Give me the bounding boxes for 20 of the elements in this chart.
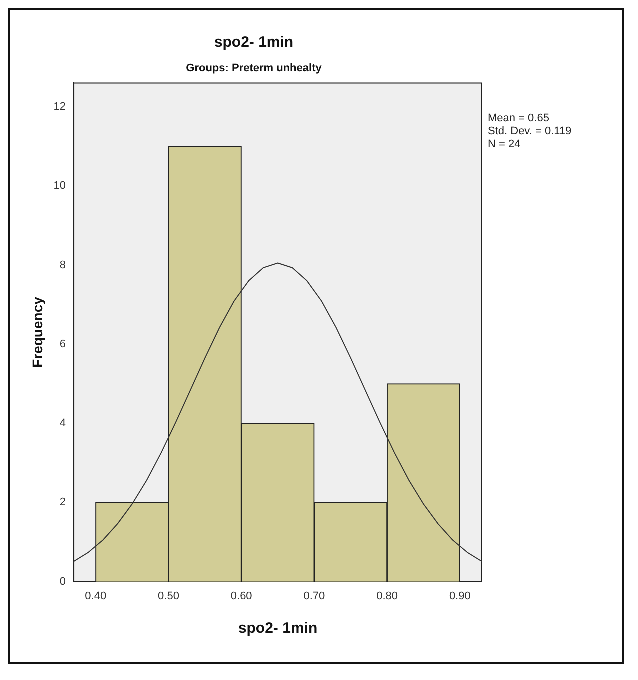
y-tick-label: 12 [54, 100, 66, 113]
x-tick-label: 0.60 [230, 590, 252, 602]
chart-title: spo2- 1min [214, 34, 294, 52]
x-tick-label: 0.40 [85, 590, 107, 602]
x-tick-label: 0.90 [449, 590, 471, 602]
y-tick-label: 10 [54, 180, 66, 192]
x-axis-title: spo2- 1min [238, 620, 318, 638]
y-tick-label: 4 [60, 418, 66, 430]
x-tick-label: 0.80 [376, 590, 398, 602]
y-tick-label: 0 [60, 576, 66, 588]
text: N = 24 [488, 138, 521, 151]
x-tick-label: 0.50 [158, 590, 180, 602]
y-axis-title: Frequency [29, 296, 46, 368]
x-tick-label: 0.70 [304, 590, 326, 602]
y-tick-label: 6 [60, 338, 66, 350]
text: Mean = 0.65 [488, 112, 550, 125]
y-tick-label: 8 [60, 259, 66, 272]
y-tick-label: 2 [60, 496, 66, 509]
text: Std. Dev. = 0.119 [488, 126, 572, 138]
chart-subtitle: Groups: Preterm unhealty [186, 62, 323, 75]
